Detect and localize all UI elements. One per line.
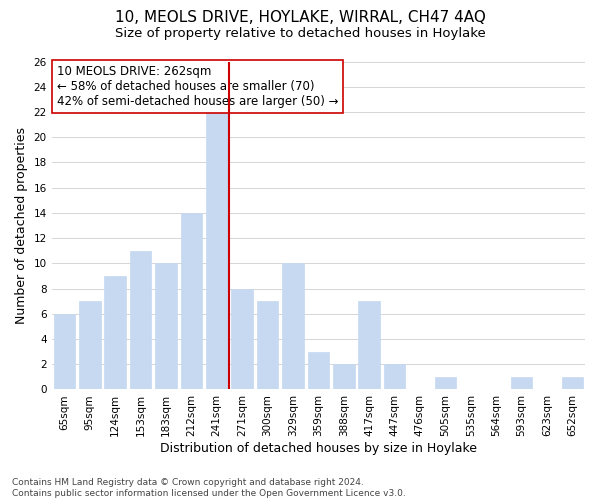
Text: Size of property relative to detached houses in Hoylake: Size of property relative to detached ho…: [115, 28, 485, 40]
Bar: [79, 301, 101, 390]
Bar: [206, 112, 227, 390]
X-axis label: Distribution of detached houses by size in Hoylake: Distribution of detached houses by size …: [160, 442, 477, 455]
Text: Contains HM Land Registry data © Crown copyright and database right 2024.
Contai: Contains HM Land Registry data © Crown c…: [12, 478, 406, 498]
Y-axis label: Number of detached properties: Number of detached properties: [15, 127, 28, 324]
Bar: [181, 213, 202, 390]
Bar: [384, 364, 406, 390]
Text: 10 MEOLS DRIVE: 262sqm
← 58% of detached houses are smaller (70)
42% of semi-det: 10 MEOLS DRIVE: 262sqm ← 58% of detached…: [57, 65, 338, 108]
Bar: [562, 377, 583, 390]
Bar: [155, 264, 177, 390]
Bar: [232, 288, 253, 390]
Text: 10, MEOLS DRIVE, HOYLAKE, WIRRAL, CH47 4AQ: 10, MEOLS DRIVE, HOYLAKE, WIRRAL, CH47 4…: [115, 10, 485, 25]
Bar: [104, 276, 126, 390]
Bar: [130, 250, 151, 390]
Bar: [358, 301, 380, 390]
Bar: [333, 364, 355, 390]
Bar: [53, 314, 75, 390]
Bar: [257, 301, 278, 390]
Bar: [434, 377, 456, 390]
Bar: [308, 352, 329, 390]
Bar: [511, 377, 532, 390]
Bar: [282, 264, 304, 390]
